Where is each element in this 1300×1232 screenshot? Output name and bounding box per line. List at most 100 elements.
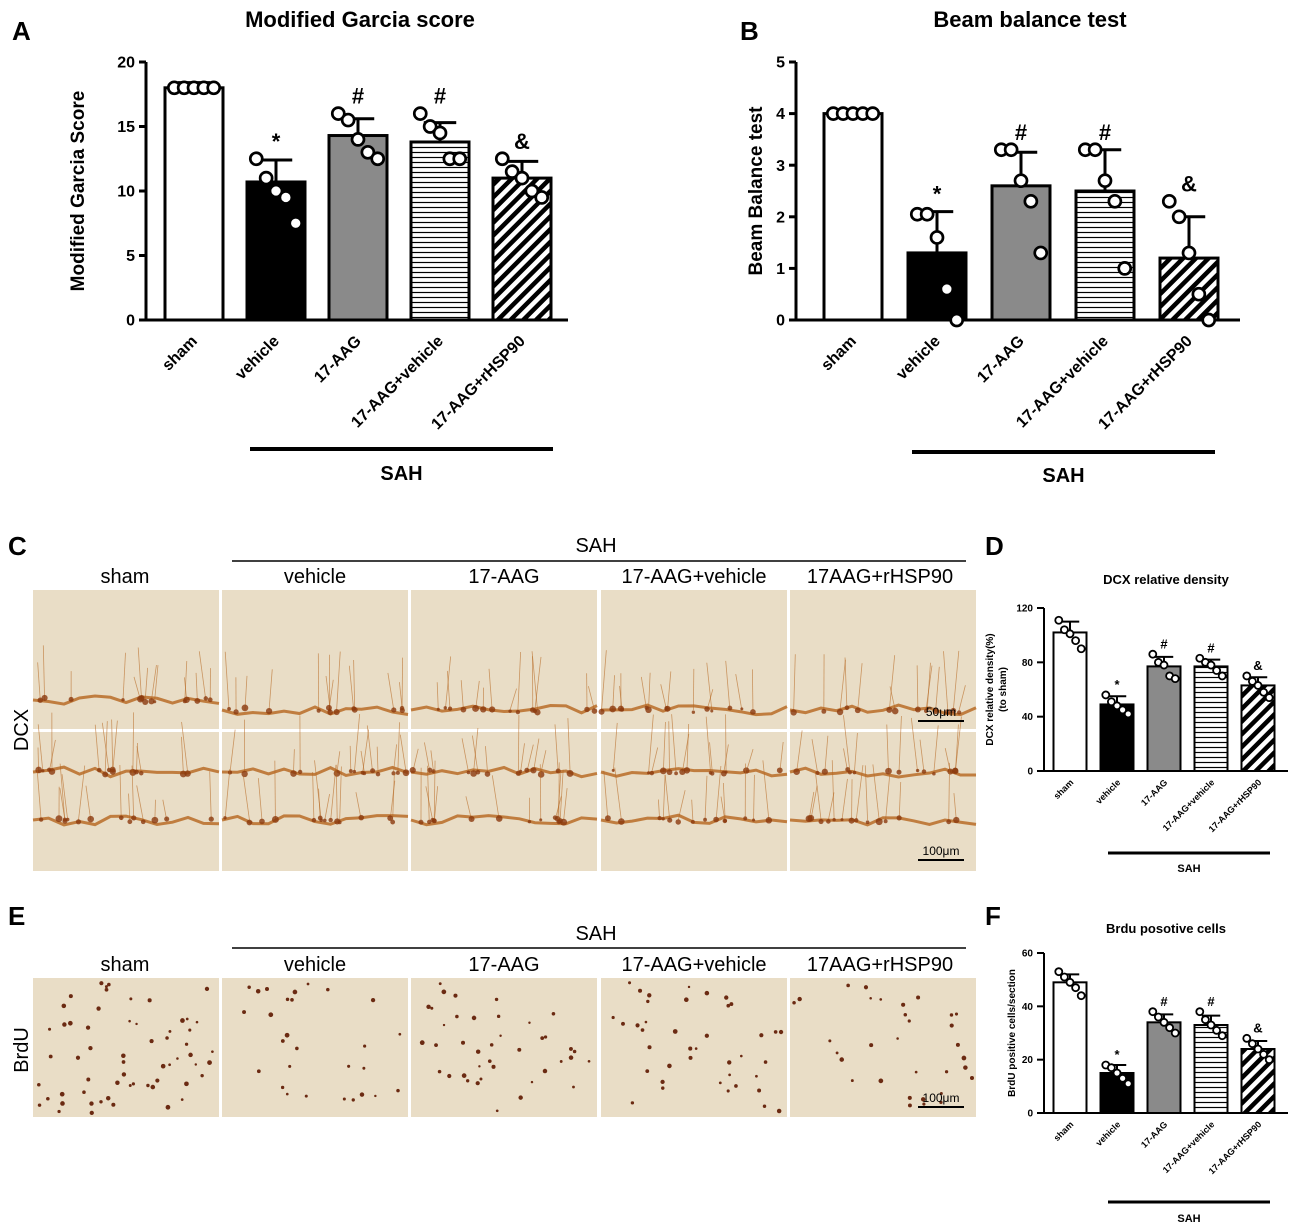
dcx-dendrite: [119, 764, 122, 821]
dcx-image: [222, 732, 408, 871]
data-point: [258, 170, 274, 186]
brdu-nucleus: [184, 1081, 189, 1087]
dcx-soma: [118, 815, 124, 821]
brdu-nucleus: [121, 1053, 126, 1059]
category-label: 17-AAG: [974, 333, 1028, 387]
dcx-soma: [223, 816, 227, 820]
brdu-nucleus: [704, 1033, 709, 1038]
brdu-nucleus: [667, 1063, 672, 1069]
dcx-dendrite: [491, 775, 500, 821]
y-tick-label: 80: [1022, 658, 1034, 669]
dcx-cell-layer: [32, 814, 220, 827]
brdu-nucleus: [878, 1078, 884, 1084]
dcx-soma: [723, 818, 728, 823]
dcx-dendrite: [668, 721, 670, 773]
dcx-dendrite: [662, 774, 666, 821]
category-label: sham: [159, 333, 201, 375]
dcx-soma: [611, 768, 615, 772]
brdu-nucleus: [374, 1094, 377, 1098]
brdu-nucleus: [180, 1098, 184, 1101]
dcx-soma: [724, 770, 728, 774]
brdu-nucleus: [647, 993, 652, 998]
data-point: [1259, 687, 1269, 697]
data-point: [1253, 681, 1263, 690]
brdu-nucleus: [165, 1104, 171, 1110]
dcx-dendrite: [37, 724, 44, 773]
dcx-dendrite: [614, 767, 622, 821]
dcx-dendrite: [485, 746, 488, 773]
y-tick-label: 60: [1022, 949, 1034, 960]
brdu-nucleus: [107, 982, 111, 987]
brdu-nucleus: [647, 1045, 652, 1050]
brdu-nucleus: [922, 1102, 926, 1106]
dcx-dendrite: [531, 651, 538, 711]
y-tick-label: 1: [776, 261, 785, 278]
dcx-dendrite: [136, 785, 144, 821]
brdu-nucleus: [306, 982, 310, 986]
dcx-soma: [844, 705, 850, 711]
significance-marker: &: [514, 129, 530, 154]
dcx-dendrite: [953, 793, 957, 821]
dcx-soma: [87, 815, 94, 823]
brdu-image: [601, 978, 787, 1117]
dcx-soma: [752, 818, 756, 822]
dcx-soma: [351, 706, 357, 711]
brdu-nucleus: [57, 1109, 61, 1114]
brdu-nucleus: [694, 1047, 698, 1050]
dcx-soma: [460, 706, 467, 713]
dcx-dendrite: [725, 660, 731, 711]
brdu-nucleus: [89, 1101, 94, 1106]
data-point: [1159, 1017, 1169, 1027]
dcx-soma: [886, 706, 893, 713]
data-point: [1264, 1055, 1274, 1065]
dcx-dendrite: [810, 785, 818, 821]
dcx-dendrite: [735, 674, 743, 711]
dcx-soma: [37, 697, 43, 703]
dcx-dendrite: [603, 770, 609, 821]
y-tick-label: 10: [117, 184, 135, 201]
data-point: [1065, 977, 1075, 987]
dcx-soma: [395, 770, 400, 775]
bar-sham: [1052, 631, 1088, 773]
panel-c-micrographs: SAH sham vehicle 17-AAG 17-AAG+vehicle 1…: [11, 535, 977, 871]
data-point: [412, 106, 428, 121]
data-point: [340, 112, 356, 128]
dcx-dendrite: [61, 774, 69, 821]
brdu-nucleus: [155, 1078, 160, 1083]
brdu-nucleus: [914, 1070, 918, 1074]
brdu-nucleus: [461, 1073, 467, 1078]
brdu-nucleus: [180, 1018, 185, 1023]
dcx-soma: [932, 771, 936, 776]
dcx-dendrite: [151, 664, 157, 701]
brdu-nucleus: [265, 987, 270, 992]
data-point: [1076, 644, 1086, 654]
dcx-soma: [468, 815, 475, 822]
dcx-soma: [840, 818, 844, 822]
data-point: [949, 312, 965, 328]
dcx-soma: [956, 710, 962, 715]
dcx-dendrite: [128, 793, 131, 821]
dcx-dendrite: [243, 776, 250, 821]
dcx-soma: [740, 707, 744, 711]
scale-bar-label-100-e: 100μm: [923, 1091, 960, 1105]
brdu-image: [33, 978, 219, 1117]
data-point: [1054, 967, 1064, 977]
dcx-dendrite: [662, 721, 666, 773]
dcx-soma: [470, 770, 477, 777]
bar-17-AAG+vehicle: [409, 140, 471, 322]
dcx-dendrite: [427, 765, 430, 821]
data-point: [1181, 245, 1197, 261]
brdu-nucleus: [540, 1036, 545, 1040]
dcx-dendrite: [898, 781, 902, 821]
data-point: [268, 183, 284, 199]
category-label: vehicle: [1094, 777, 1123, 806]
data-point: [1148, 649, 1158, 659]
data-point: [1148, 1007, 1158, 1017]
dcx-dendrite: [671, 714, 677, 773]
dcx-soma: [35, 766, 42, 774]
dcx-soma: [683, 767, 691, 774]
dcx-dendrite: [612, 675, 615, 711]
dcx-soma: [852, 770, 857, 775]
y-tick-label: 20: [117, 55, 135, 72]
dcx-soma: [75, 819, 82, 825]
